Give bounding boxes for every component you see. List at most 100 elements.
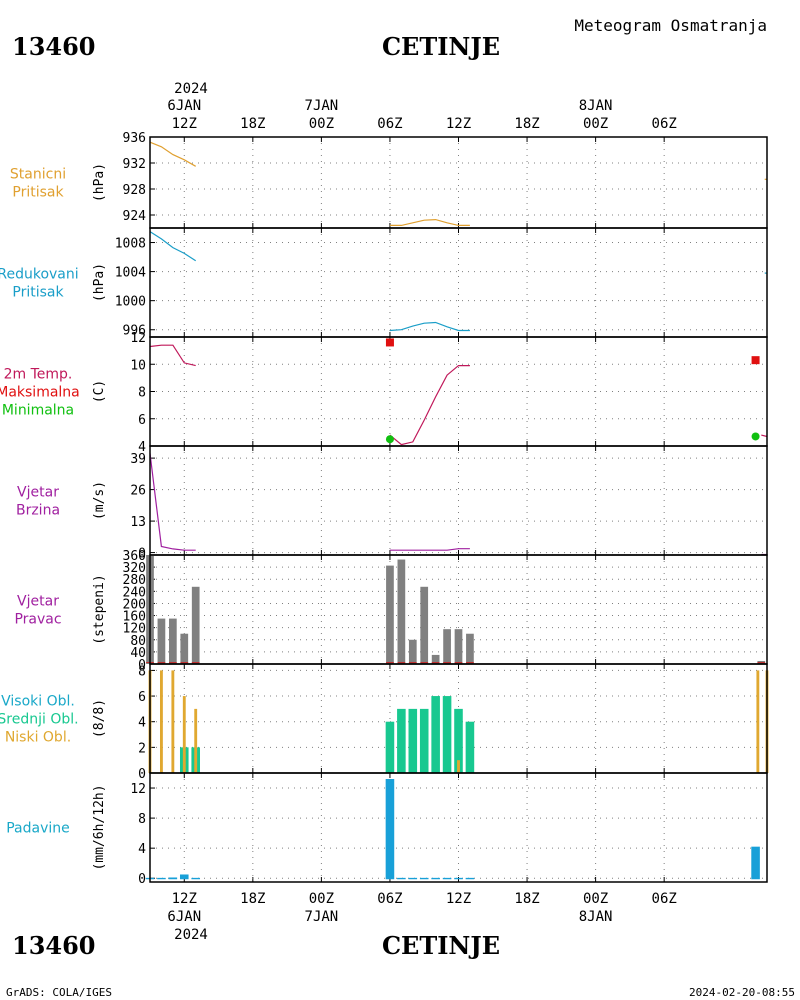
top-hour-label: 06Z bbox=[652, 116, 677, 132]
y-tick-label: 80 bbox=[130, 634, 146, 649]
bottom-hour-label: 00Z bbox=[309, 891, 334, 907]
bottom-hour-label: 18Z bbox=[240, 891, 265, 907]
series-line bbox=[389, 218, 470, 226]
meteogram-title: Meteogram Osmatranja bbox=[574, 16, 767, 35]
precip-bar bbox=[465, 877, 475, 880]
top-hour-label: 12Z bbox=[172, 116, 197, 132]
temp-min-marker bbox=[385, 435, 394, 444]
panel-padavine: Padavine (mm/6h/12h) 0 4 8 12 bbox=[6, 772, 768, 887]
bottom-time-axis: 12Z 6JAN 18Z 00Z 7JAN 06Z 12Z 18Z 00Z 8JAN 06Z bbox=[167, 891, 676, 925]
wind-direction-bar bbox=[386, 565, 394, 664]
mid-cloud-bar bbox=[442, 696, 452, 773]
header-station-id: 13460 bbox=[12, 32, 96, 61]
wind-direction-bar bbox=[431, 654, 440, 664]
y-tick-label: 1004 bbox=[115, 266, 146, 281]
y-tick-label: 39 bbox=[130, 452, 146, 467]
temp-max-marker bbox=[751, 356, 760, 365]
bottom-date-label: 7JAN bbox=[305, 909, 339, 925]
y-tick-label: 8 bbox=[138, 664, 146, 679]
y-tick-label: 932 bbox=[123, 157, 146, 172]
precip-bar bbox=[419, 877, 429, 880]
y-tick-label: 0 bbox=[138, 767, 146, 782]
y-tick-label: 10 bbox=[130, 358, 146, 373]
y-tick-label: 2 bbox=[138, 741, 146, 756]
panel-unit: (m/s) bbox=[92, 481, 107, 520]
top-date-label: 8JAN bbox=[579, 98, 613, 114]
panel-plot-area bbox=[149, 338, 768, 446]
y-tick-label: 8 bbox=[138, 812, 146, 827]
series-line bbox=[149, 344, 196, 367]
y-tick-label: 1008 bbox=[115, 237, 146, 252]
mid-cloud-bar bbox=[408, 708, 418, 773]
top-hour-label: 12Z bbox=[446, 116, 471, 132]
top-date-label: 7JAN bbox=[305, 98, 339, 114]
series-line bbox=[389, 548, 470, 551]
bottom-hour-label: 18Z bbox=[514, 891, 539, 907]
wind-direction-bar bbox=[157, 618, 166, 664]
y-tick-label: 360 bbox=[123, 549, 146, 564]
y-tick-label: 0 bbox=[138, 547, 146, 562]
precip-bar bbox=[442, 877, 452, 880]
footer-generated: 2024-02-20-08:55 bbox=[689, 986, 795, 999]
wind-direction-bar bbox=[454, 629, 463, 664]
panel-unit: (stepeni) bbox=[92, 574, 107, 644]
panel-plot-area bbox=[149, 141, 767, 226]
mid-cloud-bar bbox=[397, 708, 406, 773]
panel-plot-area bbox=[146, 555, 766, 664]
low-cloud-bar bbox=[182, 696, 186, 773]
top-date-label: 6JAN bbox=[167, 98, 201, 114]
footer-credit: GrADS: COLA/IGES bbox=[6, 986, 112, 999]
precip-bar bbox=[157, 877, 166, 880]
precip-bar bbox=[168, 877, 178, 880]
bottom-date-label: 8JAN bbox=[579, 909, 613, 925]
precip-bar bbox=[408, 877, 418, 880]
panel-label: 2m Temp. bbox=[4, 367, 73, 383]
bottom-hour-label: 00Z bbox=[583, 891, 608, 907]
series-line bbox=[149, 141, 196, 167]
series-line bbox=[389, 321, 470, 332]
panel-plot-area bbox=[145, 779, 760, 880]
y-tick-label: 924 bbox=[123, 209, 147, 224]
y-tick-label: 8 bbox=[138, 386, 146, 401]
y-tick-label: 40 bbox=[130, 646, 146, 661]
low-cloud-bar bbox=[171, 670, 175, 773]
y-tick-label: 1000 bbox=[115, 295, 146, 310]
panel-label: Pritisak bbox=[12, 285, 64, 301]
precip-bar bbox=[179, 874, 189, 880]
bottom-year: 2024 bbox=[174, 927, 208, 943]
series-line bbox=[149, 231, 197, 262]
series-line bbox=[761, 434, 768, 438]
footer-station-name: CETINJE bbox=[382, 931, 500, 960]
top-hour-label: 18Z bbox=[514, 116, 539, 132]
wind-direction-bar bbox=[466, 633, 474, 664]
series-line bbox=[389, 365, 470, 446]
precip-bar bbox=[431, 877, 440, 880]
wind-direction-bar bbox=[408, 639, 417, 664]
panel-brzina: Vjetar Brzina (m/s) 0 13 26 39 bbox=[16, 445, 768, 562]
mid-cloud-bar bbox=[385, 721, 395, 773]
y-tick-label: 6 bbox=[138, 690, 146, 705]
panel-unit: (hPa) bbox=[92, 263, 107, 302]
y-tick-label: 6 bbox=[138, 413, 146, 428]
y-tick-label: 4 bbox=[138, 440, 146, 455]
temp-min-marker bbox=[751, 432, 760, 441]
bottom-hour-label: 12Z bbox=[172, 891, 197, 907]
y-tick-label: 280 bbox=[123, 573, 146, 588]
bottom-date-label: 6JAN bbox=[167, 909, 201, 925]
wind-direction-bar bbox=[191, 586, 200, 664]
panel-label: Brzina bbox=[16, 503, 60, 519]
panel-label: Minimalna bbox=[2, 403, 74, 419]
temp-max-marker bbox=[385, 338, 394, 347]
top-hour-label: 00Z bbox=[309, 116, 334, 132]
header-station-name: CETINJE bbox=[382, 32, 500, 61]
panel-label: Pritisak bbox=[12, 185, 64, 201]
panel-temp: 2m Temp. Maksimalna Minimalna (C) 4 6 8 10 12 bbox=[0, 331, 768, 455]
wind-direction-bar bbox=[397, 559, 406, 664]
y-tick-label: 0 bbox=[138, 658, 146, 673]
y-tick-label: 996 bbox=[123, 324, 146, 339]
y-tick-label: 12 bbox=[130, 331, 146, 346]
y-tick-label: 240 bbox=[123, 585, 146, 600]
top-time-axis: 6JAN 12Z 18Z 7JAN 00Z 06Z 12Z 18Z 8JAN 00Z 06Z bbox=[167, 98, 676, 132]
panel-stanicni: Stanicni Pritisak (hPa) 924 928 932 936 bbox=[10, 131, 768, 229]
